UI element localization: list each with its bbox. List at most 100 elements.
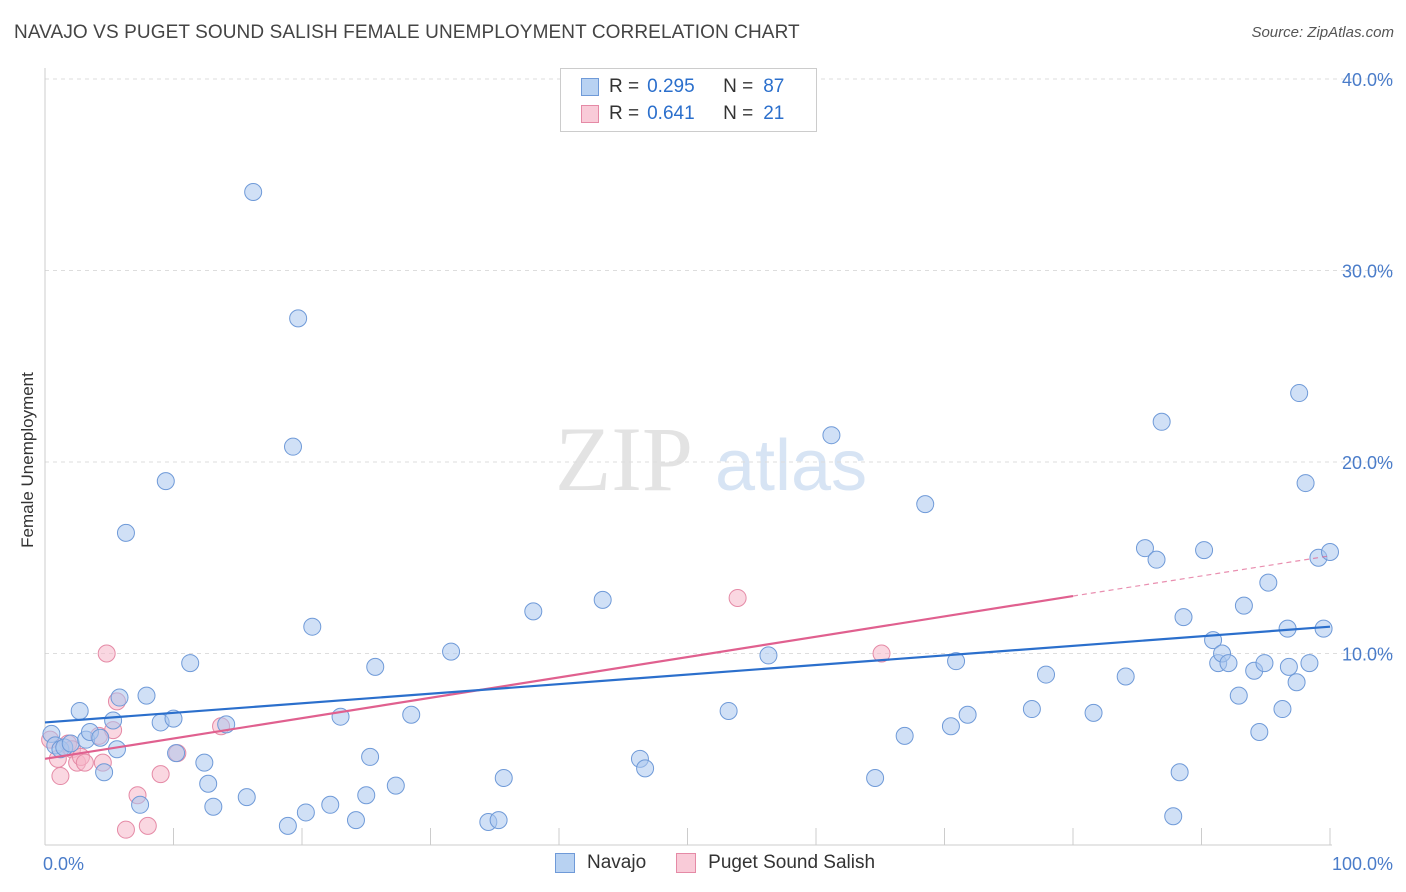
navajo-point — [947, 652, 966, 671]
navajo-point — [1273, 700, 1292, 719]
legend-row-salish: R = 0.641 N = 21 — [581, 101, 785, 127]
navajo-point — [1229, 686, 1248, 705]
legend-stats: R = 0.295 N = 87 R = 0.641 N = 21 — [560, 68, 817, 132]
navajo-point — [636, 759, 655, 778]
y-tick-label: 20.0% — [1342, 453, 1393, 473]
navajo-point — [1135, 539, 1154, 558]
legend-label: Navajo — [587, 852, 647, 873]
navajo-point — [719, 701, 738, 720]
navajo-point — [386, 776, 405, 795]
navajo-point — [278, 816, 297, 835]
navajo-point — [61, 734, 80, 753]
navajo-point — [1170, 763, 1189, 782]
navajo-point — [1219, 654, 1238, 673]
n-label: N = — [723, 76, 754, 97]
salish-point — [138, 816, 157, 835]
navajo-point — [181, 654, 200, 673]
navajo-point — [91, 728, 110, 747]
navajo-point — [204, 797, 223, 816]
legend-series: Navajo Puget Sound Salish — [555, 852, 905, 874]
watermark-zip: ZIP — [555, 408, 693, 510]
navajo-point — [866, 768, 885, 787]
navajo-point — [494, 768, 513, 787]
navajo-point — [524, 602, 543, 621]
r-value: 0.641 — [647, 103, 695, 124]
salish-swatch — [676, 853, 697, 873]
tick-labels: 10.0% 20.0% 30.0% 40.0% 0.0% 100.0% — [43, 70, 1393, 874]
x-tick-label: 0.0% — [43, 854, 84, 874]
legend-item-navajo: Navajo — [555, 852, 646, 874]
navajo-swatch — [581, 78, 599, 96]
navajo-point — [357, 786, 376, 805]
navajo-point — [366, 657, 385, 676]
chart-title: NAVAJO VS PUGET SOUND SALISH FEMALE UNEM… — [14, 22, 800, 43]
salish-point — [51, 767, 70, 786]
x-tick-label: 100.0% — [1332, 854, 1393, 874]
navajo-point — [95, 763, 114, 782]
navajo-point — [1287, 673, 1306, 692]
navajo-point — [958, 705, 977, 724]
trend-lines — [44, 555, 1331, 760]
navajo-point — [1152, 412, 1171, 431]
navajo-point — [303, 617, 322, 636]
axes — [44, 68, 1332, 846]
salish-point — [75, 753, 94, 772]
source-note: Source: ZipAtlas.com — [1251, 24, 1394, 41]
navajo-point — [1147, 550, 1166, 569]
navajo-point — [137, 686, 156, 705]
navajo-point — [916, 495, 935, 514]
navajo-point — [1296, 474, 1315, 493]
navajo-point — [321, 795, 340, 814]
navajo-point — [1250, 723, 1269, 742]
navajo-point — [237, 788, 256, 807]
navajo-trend-line — [44, 625, 1331, 724]
navajo-point — [70, 701, 89, 720]
navajo-point — [1279, 657, 1298, 676]
navajo-point — [1116, 667, 1135, 686]
navajo-point — [822, 426, 841, 445]
n-value: 87 — [763, 76, 785, 97]
navajo-point — [110, 688, 129, 707]
r-label: R = — [609, 103, 640, 124]
navajo-point — [941, 717, 960, 736]
y-tick-label: 30.0% — [1342, 262, 1393, 282]
navajo-point — [1174, 608, 1193, 627]
r-value: 0.295 — [647, 76, 695, 97]
salish-trend-line — [44, 594, 1074, 760]
navajo-points — [42, 182, 1339, 835]
navajo-point — [199, 774, 218, 793]
navajo-swatch — [555, 853, 575, 873]
navajo-point — [116, 523, 135, 542]
navajo-point — [489, 811, 508, 830]
navajo-point — [1022, 700, 1041, 719]
salish-point — [116, 820, 135, 839]
navajo-point — [244, 182, 263, 201]
navajo-point — [1300, 654, 1319, 673]
navajo-point — [442, 642, 461, 661]
navajo-point — [1164, 807, 1183, 826]
y-tick-label: 10.0% — [1342, 645, 1393, 665]
n-value: 21 — [763, 103, 785, 124]
r-label: R = — [609, 76, 640, 97]
navajo-point — [1259, 573, 1278, 592]
navajo-point — [164, 709, 183, 728]
navajo-point — [1290, 384, 1309, 403]
salish-trend-extension — [1072, 555, 1331, 597]
navajo-point — [156, 472, 175, 491]
salish-point — [872, 644, 891, 663]
navajo-point — [361, 747, 380, 766]
navajo-point — [1195, 541, 1214, 560]
grid-lines — [45, 78, 1395, 654]
y-tick-label: 40.0% — [1342, 70, 1393, 90]
navajo-point — [195, 753, 214, 772]
navajo-point — [131, 795, 150, 814]
navajo-point — [1084, 703, 1103, 722]
salish-point — [728, 588, 747, 607]
navajo-point — [895, 726, 914, 745]
navajo-point — [1255, 654, 1274, 673]
legend-item-salish: Puget Sound Salish — [676, 852, 875, 874]
navajo-point — [167, 744, 186, 763]
n-label: N = — [723, 103, 754, 124]
navajo-point — [104, 711, 123, 730]
navajo-point — [1234, 596, 1253, 615]
